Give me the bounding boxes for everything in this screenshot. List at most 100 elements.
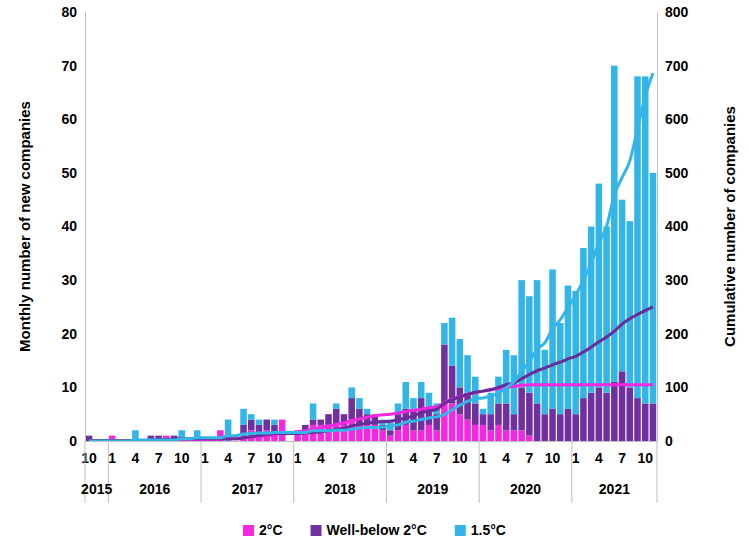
bar [271, 420, 278, 425]
year-label: 2017 [232, 481, 263, 497]
tick-label: 10 [637, 450, 653, 466]
bar [325, 414, 332, 415]
bar [549, 409, 556, 441]
tick: 80 [61, 4, 85, 20]
bar [318, 419, 325, 420]
bar [511, 414, 518, 430]
bar [418, 382, 425, 398]
tick: 1 [479, 441, 487, 466]
tick: 50 [61, 165, 85, 181]
tick-label: 7 [155, 450, 163, 466]
bar [441, 344, 448, 403]
bar [356, 398, 363, 409]
tick: 10 [637, 441, 653, 466]
tick-label: 20 [61, 326, 77, 342]
tick-label: 7 [247, 450, 255, 466]
tick: 100 [657, 379, 689, 395]
bar [318, 420, 325, 425]
year-separator [571, 441, 572, 503]
tick-label: 0 [665, 433, 673, 449]
tick-label: 10 [359, 450, 375, 466]
bar [518, 387, 525, 430]
chart: 0102030405060708001002003004005006007008… [0, 0, 749, 551]
bar [441, 403, 448, 441]
tick-label: 10 [545, 450, 561, 466]
bar [402, 425, 409, 441]
tick: 7 [433, 441, 441, 466]
y2-axis: 0100200300400500600700800 [657, 4, 689, 449]
bar [557, 323, 564, 414]
tick-label: 1 [479, 450, 487, 466]
legend-swatch [311, 525, 322, 536]
tick: 7 [340, 441, 348, 466]
bar [534, 403, 541, 441]
bar [642, 403, 649, 441]
bar [248, 414, 255, 419]
axis-line [657, 13, 658, 442]
tick-label: 70 [61, 58, 77, 74]
bar [588, 227, 595, 393]
bar [572, 291, 579, 414]
bar [395, 414, 402, 430]
bar [356, 409, 363, 425]
bar [410, 430, 417, 441]
y-axis: 01020304050607080 [61, 4, 85, 449]
bar [526, 436, 533, 441]
bar [650, 403, 657, 441]
bar [387, 436, 394, 441]
bar [364, 409, 371, 414]
bar [433, 430, 440, 441]
bar [503, 430, 510, 441]
year-label: 2019 [417, 481, 448, 497]
tick-label: 1 [108, 450, 116, 466]
tick-label: 4 [224, 450, 232, 466]
y-axis-title: Monthly number of new companies [16, 101, 33, 352]
bar [287, 441, 294, 442]
bar [487, 414, 494, 430]
tick-label: 100 [665, 379, 689, 395]
bar [572, 414, 579, 441]
bar [348, 398, 355, 419]
year-groups: 2015201620172018201920202021 [81, 441, 657, 503]
legend-swatch [455, 525, 466, 536]
tick-label: 60 [61, 111, 77, 127]
bar [155, 435, 162, 436]
year-label: 2020 [510, 481, 541, 497]
tick: 200 [657, 326, 689, 342]
bar [503, 350, 510, 404]
tick-label: 7 [525, 450, 533, 466]
bar [526, 393, 533, 436]
bar [480, 414, 487, 425]
year-label: 2021 [599, 481, 630, 497]
bar [634, 398, 641, 441]
tick-label: 10 [267, 450, 283, 466]
bar [626, 387, 633, 441]
tick: 400 [657, 218, 689, 234]
bar [650, 173, 657, 404]
bar [603, 393, 610, 441]
bar [263, 420, 270, 431]
bar [580, 248, 587, 398]
legend-item: Well-below 2°C [311, 522, 427, 538]
tick-label: 4 [410, 450, 418, 466]
bar [603, 227, 610, 393]
cumulative-line [89, 385, 653, 441]
tick: 300 [657, 272, 689, 288]
bar [511, 430, 518, 441]
tick: 600 [657, 111, 689, 127]
bar [487, 430, 494, 441]
bar [163, 435, 170, 436]
legend-label: 2°C [259, 522, 283, 538]
year-separator [386, 441, 387, 503]
bar [480, 425, 487, 441]
cumulative-line [89, 73, 653, 441]
year-separator [201, 441, 202, 503]
bar [410, 398, 417, 409]
tick: 700 [657, 58, 689, 74]
tick: 4 [410, 441, 418, 466]
bar [542, 350, 549, 414]
tick-label: 600 [665, 111, 689, 127]
bar [348, 387, 355, 398]
bar [279, 420, 286, 441]
tick: 4 [132, 441, 140, 466]
